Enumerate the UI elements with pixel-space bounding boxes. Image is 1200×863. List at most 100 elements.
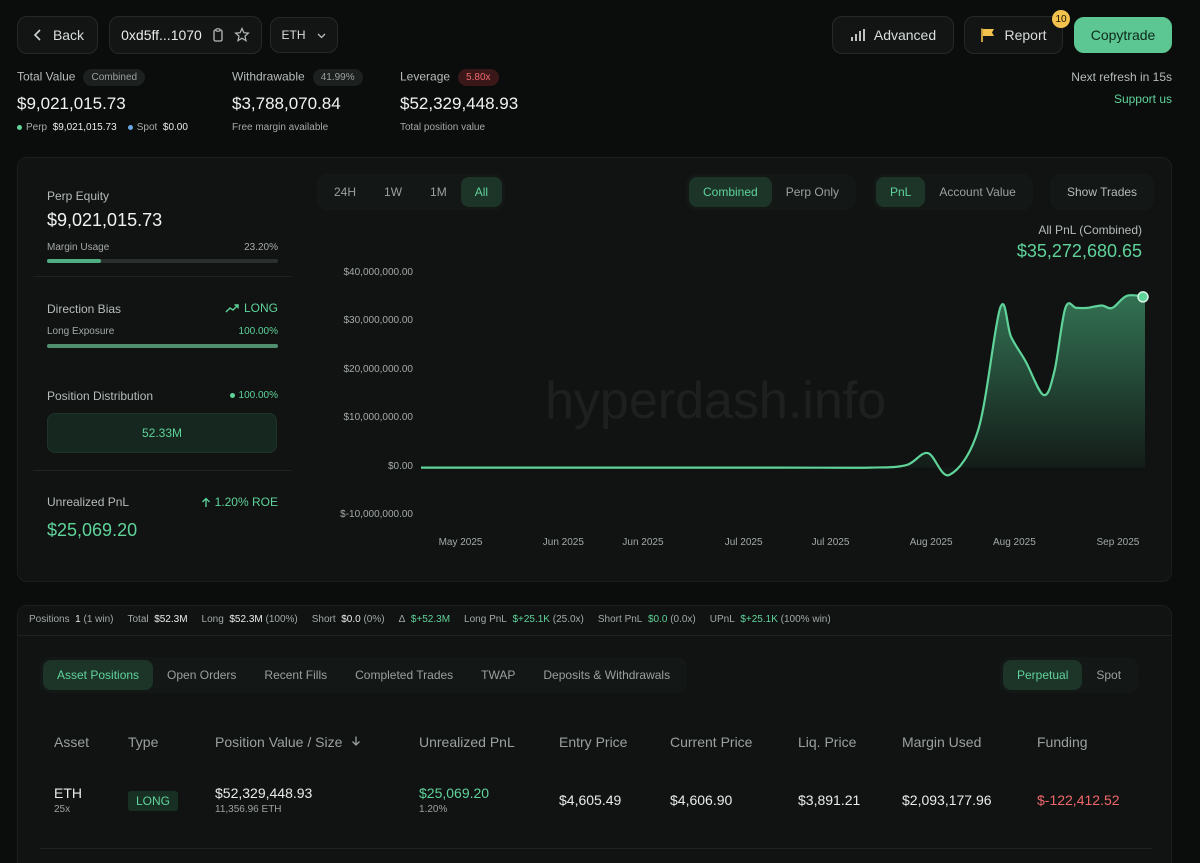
perp-label: Perp <box>26 122 48 133</box>
leverage-label: Leverage <box>400 69 451 84</box>
metric-selector: PnL Account Value <box>873 174 1033 210</box>
column-header-asset[interactable]: Asset <box>54 734 90 750</box>
table-cell: $25,069.20 1.20% <box>419 785 489 815</box>
x-tick-label: Jul 2025 <box>811 537 850 548</box>
tab-open-orders[interactable]: Open Orders <box>167 668 237 682</box>
flag-icon <box>981 28 995 42</box>
column-header-entry-price[interactable]: Entry Price <box>559 734 628 750</box>
table-cell: $52,329,448.93 11,356.96 ETH <box>215 785 312 815</box>
chevron-down-icon <box>317 33 325 38</box>
upnl-roe-wrap: 1.20% ROE <box>201 495 278 509</box>
y-tick-label: $10,000,000.00 <box>343 412 413 424</box>
entry-price: $4,605.49 <box>559 792 622 808</box>
spot-label: Spot <box>136 122 158 133</box>
bar-chart-icon <box>851 29 865 41</box>
long-exposure-label: Long Exposure <box>47 326 115 337</box>
long-exposure-bar <box>47 344 278 348</box>
chart-watermark: hyperdash.info <box>545 372 886 430</box>
withdrawable-sub: Free margin available <box>232 122 329 133</box>
divider <box>33 276 292 277</box>
metric-pnl[interactable]: PnL <box>876 177 926 207</box>
timeframe-all[interactable]: All <box>460 177 503 207</box>
timeframe-24h[interactable]: 24H <box>334 185 357 199</box>
report-label: Report <box>1004 27 1047 43</box>
position-tabs: Asset Positions Open Orders Recent Fills Co… <box>40 657 688 693</box>
position-distribution-pct: 100.00% <box>238 390 278 401</box>
metric-account-value[interactable]: Account Value <box>939 185 1016 199</box>
market-tab-spot[interactable]: Spot <box>1096 668 1122 682</box>
tab-deposits-withdrawals[interactable]: Deposits & Withdrawals <box>543 668 671 682</box>
upnl-value: $25,069.20 <box>47 520 138 540</box>
summary-long: Long $52.3M (100%) <box>201 614 298 625</box>
market-tab-perpetual[interactable]: Perpetual <box>1003 660 1083 690</box>
position-size: 11,356.96 ETH <box>215 804 282 815</box>
x-tick-label: Aug 2025 <box>992 537 1036 548</box>
asset-select-value: ETH <box>281 28 306 42</box>
perp-equity-value: $9,021,015.73 <box>47 210 163 230</box>
leverage-value: $52,329,448.93 <box>400 94 519 113</box>
tab-twap[interactable]: TWAP <box>481 668 516 682</box>
copy-icon[interactable] <box>212 28 224 42</box>
timeframe-1w[interactable]: 1W <box>384 185 403 199</box>
pnl-endpoint[interactable] <box>1137 291 1149 303</box>
column-header-current-price[interactable]: Current Price <box>670 734 753 750</box>
table-row-divider <box>40 848 1152 849</box>
x-tick-label: May 2025 <box>438 537 483 548</box>
withdrawable-value: $3,788,070.84 <box>232 94 341 113</box>
copytrade-button[interactable]: Copytrade <box>1074 17 1172 53</box>
report-button[interactable]: Report <box>964 16 1063 54</box>
back-button[interactable]: Back <box>17 16 98 54</box>
mode-perp-only[interactable]: Perp Only <box>785 185 840 199</box>
summary-short-pnl: Short PnL $0.0 (0.0x) <box>597 614 696 625</box>
summary-total: Total $52.3M <box>127 614 188 625</box>
x-tick-label: Jun 2025 <box>542 537 584 548</box>
current-price: $4,606.90 <box>670 792 733 808</box>
refresh-countdown: Next refresh in 15s <box>1071 70 1172 84</box>
pnl-chart[interactable]: hyperdash.info <box>420 260 1150 530</box>
report-count: 10 <box>1055 13 1067 25</box>
upnl-roe: 1.20% ROE <box>214 495 278 509</box>
tab-recent-fills[interactable]: Recent Fills <box>264 668 328 682</box>
withdrawable-label: Withdrawable <box>232 69 305 84</box>
x-tick-label: Sep 2025 <box>1096 537 1140 548</box>
table-cell: $3,891.21 <box>798 792 860 808</box>
column-header-liq-price[interactable]: Liq. Price <box>798 734 857 750</box>
column-header-unrealized-pnl[interactable]: Unrealized PnL <box>419 734 515 750</box>
mode-combined[interactable]: Combined <box>689 177 772 207</box>
sort-desc-icon[interactable] <box>350 735 362 747</box>
tab-completed-trades[interactable]: Completed Trades <box>355 668 454 682</box>
asset-select[interactable]: ETH <box>270 17 338 53</box>
show-trades-label[interactable]: Show Trades <box>1067 185 1138 199</box>
column-header-position-value-size[interactable]: Position Value / Size <box>215 734 362 750</box>
show-trades-toggle[interactable]: Show Trades <box>1050 174 1155 210</box>
trend-up-icon <box>225 304 239 313</box>
advanced-label: Advanced <box>873 27 937 43</box>
summary-long-pnl: Long PnL $+25.1K (25.0x) <box>464 614 584 625</box>
positions-summary: Positions 1 (1 win) Total $52.3M Long $5… <box>29 614 831 625</box>
column-header-type[interactable]: Type <box>128 734 159 750</box>
total-value-breakdown: Perp $9,021,015.73 Spot $0.00 <box>17 122 188 133</box>
pnl-area <box>421 295 1145 476</box>
position-value: $52,329,448.93 <box>215 785 313 801</box>
tab-asset-positions[interactable]: Asset Positions <box>43 660 154 690</box>
position-distribution-bar: 52.33M <box>47 413 277 453</box>
column-header-margin-used[interactable]: Margin Used <box>902 734 982 750</box>
support-link[interactable]: Support us <box>1113 92 1172 106</box>
star-icon[interactable] <box>233 27 250 43</box>
advanced-button[interactable]: Advanced <box>832 16 954 54</box>
x-tick-label: Aug 2025 <box>909 537 953 548</box>
chart-headline-value: $35,272,680.65 <box>1016 241 1142 261</box>
chevron-left-icon <box>33 29 41 41</box>
row-upnl: $25,069.20 <box>419 785 490 801</box>
leverage-stat: Leverage 5.80x $52,329,448.93 Total posit… <box>400 69 518 133</box>
column-header-funding[interactable]: Funding <box>1037 734 1088 750</box>
leverage-pill: 5.80x <box>458 69 499 86</box>
total-value-label: Total Value <box>17 69 76 84</box>
position-distribution-amount: 52.33M <box>141 426 183 440</box>
spot-dot-icon <box>127 124 133 130</box>
perp-equity-label: Perp Equity <box>47 189 110 203</box>
address-box[interactable]: 0xd5ff...1070 <box>109 16 262 54</box>
spot-value: $0.00 <box>162 122 188 133</box>
timeframe-1m[interactable]: 1M <box>430 185 447 199</box>
margin-used: $2,093,177.96 <box>902 792 992 808</box>
